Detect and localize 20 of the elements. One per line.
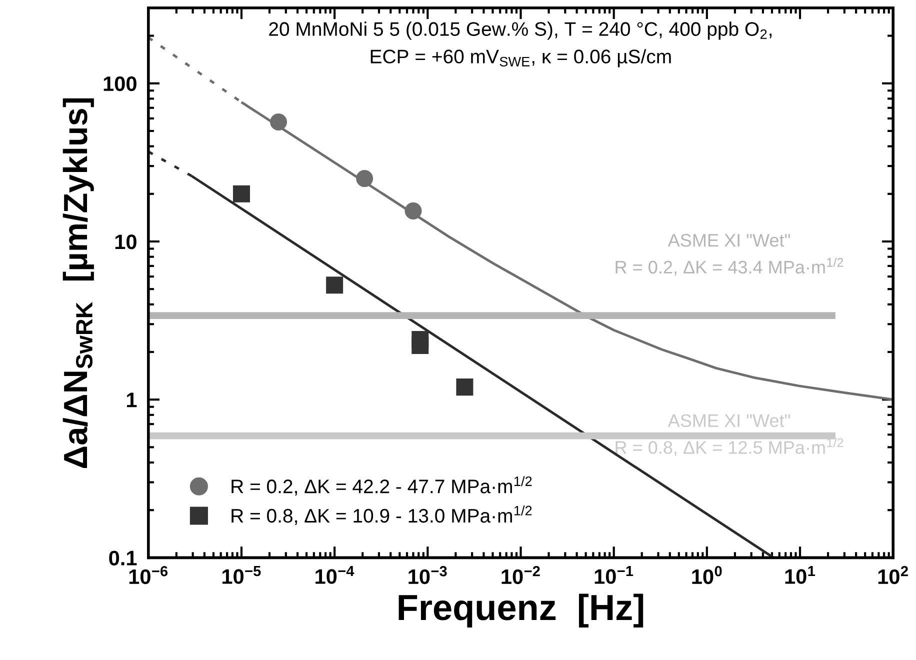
- annotation: ASME XI "Wet" R = 0.2, ΔK = 43.4 MPa·m$^{1/2}$: [616, 234, 844, 276]
- y-axis-title: Δa/ΔN$_{SwRK}$ [µm/Zyklus]: [62, 98, 94, 468]
- y-tick-label: 0.1: [109, 550, 137, 566]
- x-tick-label: 10$^{1}$: [785, 566, 816, 584]
- x-tick-label: 10$^{−5}$: [222, 566, 261, 584]
- x-tick-label: 10$^{−3}$: [408, 566, 447, 584]
- annotation: 20 MnMoNi 5 5 (0.015 Gew.% S), T = 240 °C, 400 ppb O$_{2}$,: [269, 22, 772, 40]
- legend-label: R = 0.2, ΔK = 42.2 - 47.7 MPa·m$^{1/2}$: [232, 476, 532, 496]
- y-tick-label: 100: [104, 76, 136, 92]
- y-tick-label: 10: [115, 234, 136, 250]
- legend-label: R = 0.8, ΔK = 10.9 - 13.0 MPa·m$^{1/2}$: [232, 505, 532, 525]
- x-tick-label: 10$^{−4}$: [316, 566, 354, 584]
- x-tick-label: 10$^{0}$: [692, 566, 722, 584]
- y-tick-label: 1: [127, 392, 137, 408]
- x-tick-label: 10$^{−2}$: [502, 566, 540, 584]
- x-axis-title: Frequenz [Hz]: [398, 594, 644, 628]
- annotation: ECP = +60 mV$_{SWE}$, κ = 0.06 µS/cm: [370, 49, 671, 68]
- x-tick-label: 10$^{2}$: [878, 566, 908, 584]
- x-tick-label: 10$^{−6}$: [129, 566, 168, 584]
- x-tick-label: 10$^{−1}$: [594, 566, 634, 584]
